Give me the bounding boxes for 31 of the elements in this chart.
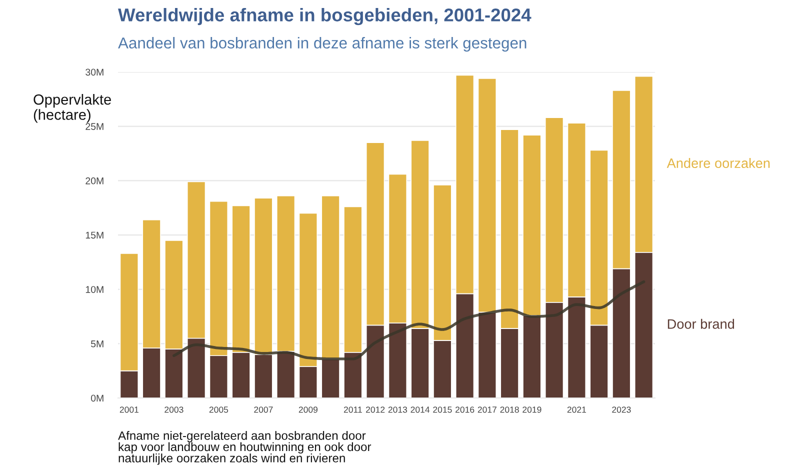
x-tick-label: 2018: [500, 406, 519, 413]
x-tick-label: 2017: [478, 406, 496, 413]
x-tick-label: 2019: [522, 406, 542, 413]
y-axis-title: Oppervlakte (hectare): [34, 94, 111, 123]
x-tick-label: 2014: [410, 406, 430, 413]
x-tick-label: 2023: [612, 406, 631, 413]
bar: [321, 358, 340, 398]
y-tick-label: 10M: [86, 286, 104, 293]
series-label: Door brand: [668, 318, 734, 329]
text: Afname niet-gerelateerd aan bosbranden door kap voor landbouw en houtwinning en ook door natuurlijke oorzaken zoals wind en rivieren: [118, 431, 372, 465]
x-tick-label: 2005: [209, 406, 228, 413]
x-tick-label: 2003: [164, 406, 184, 413]
x-tick-label: 2009: [298, 406, 318, 413]
y-tick-label: 20M: [86, 177, 104, 184]
y-tick-label: 0M: [90, 394, 104, 402]
x-tick-label: 2001: [120, 406, 138, 413]
x-tick-label: 2021: [567, 406, 586, 413]
y-tick-label: 5M: [90, 340, 104, 348]
x-tick-label: 2007: [254, 406, 273, 413]
series-label: Andere oorzaken: [666, 158, 770, 168]
chart-title: Wereldwijde afname in bosgebieden, 2001-2024: [118, 8, 532, 26]
bar: [321, 195, 340, 360]
y-tick-label: 15M: [86, 232, 104, 239]
x-tick-label: 2011: [344, 406, 362, 413]
x-tick-label: 2012: [366, 406, 385, 413]
y-tick-label: 30M: [86, 68, 104, 76]
x-tick-label: 2016: [456, 406, 474, 413]
chart-subtitle: Aandeel van bosbranden in deze afname is sterk gestegen: [118, 37, 526, 52]
x-tick-label: 2015: [433, 406, 452, 413]
x-tick-label: 2013: [388, 406, 408, 413]
y-tick-label: 25M: [86, 123, 104, 130]
